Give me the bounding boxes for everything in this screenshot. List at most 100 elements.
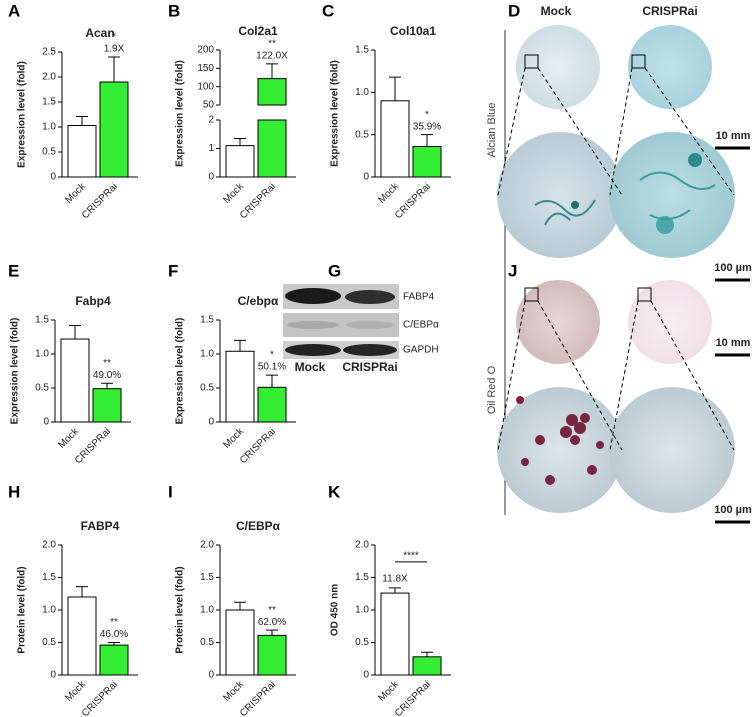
- fold-label: 122.0X: [256, 51, 288, 62]
- y-axis-label: Protein level (fold): [175, 566, 186, 653]
- y-tick-label: 1.0: [35, 349, 49, 360]
- y-tick-label: 2: [208, 115, 214, 126]
- bar: [99, 81, 129, 178]
- y-tick-label: 0.5: [355, 129, 369, 140]
- error-bar: [389, 76, 401, 101]
- y-axis-label: OD 450 nm: [330, 584, 341, 636]
- band: [345, 290, 395, 304]
- chart-title: C/EBPα: [236, 519, 281, 533]
- y-tick-label: 200: [197, 45, 214, 56]
- zoom-line: [497, 67, 735, 196]
- y-tick-label: 2.0: [355, 540, 369, 551]
- bar: [225, 145, 255, 178]
- blot-label: FABP4: [403, 292, 435, 303]
- error-bar: [266, 629, 278, 636]
- fold-label: 11.8X: [382, 574, 408, 585]
- y-tick-label: 100: [197, 81, 214, 92]
- x-tick-label: Mock: [56, 426, 81, 451]
- error-bar: [69, 324, 81, 340]
- y-tick-label: 0: [43, 417, 49, 428]
- letters: A B C D E F G J H I K: [8, 1, 520, 501]
- dish-image: [516, 280, 600, 364]
- bar: [412, 656, 442, 676]
- column-label: Mock: [541, 4, 572, 18]
- y-tick-label: 1: [208, 143, 214, 154]
- scale-label: 100 µm: [714, 262, 752, 274]
- y-tick-label: 0.5: [200, 383, 214, 394]
- lane-label: CRISPRai: [342, 360, 397, 374]
- band: [285, 344, 341, 356]
- micro-image: [497, 387, 623, 513]
- error-bar: [234, 138, 246, 146]
- significance: *: [270, 350, 274, 361]
- bar-chart: FABP4 Protein level (fold) 0 0.5 1.0 1.5 2.0 Mo…: [17, 519, 138, 717]
- lane-label: Mock: [295, 360, 326, 374]
- y-tick-label: 1.0: [42, 122, 56, 133]
- x-tick-label: Mock: [63, 679, 88, 704]
- dish-image: [628, 25, 712, 109]
- scale-label: 100 µm: [714, 504, 752, 516]
- y-axis-label: Expression level (fold): [175, 318, 186, 425]
- y-tick-label: 0: [363, 670, 369, 681]
- y-tick-label: 2.0: [42, 72, 56, 83]
- stain-detail: [571, 201, 579, 209]
- panel-letter: H: [8, 482, 20, 501]
- bar: [225, 609, 255, 676]
- y-tick-label: 0: [208, 670, 214, 681]
- panel-letter: J: [508, 261, 517, 280]
- y-tick-label: 0: [50, 172, 56, 183]
- y-tick-label: 2.0: [42, 540, 56, 551]
- fold-label: 50.1%: [258, 362, 286, 373]
- band: [346, 321, 394, 329]
- blot-label: GAPDH: [403, 345, 439, 356]
- error-bar: [108, 642, 120, 646]
- bar: [412, 146, 442, 178]
- x-tick-label: Mock: [221, 426, 246, 451]
- y-tick-label: 2.0: [200, 540, 214, 551]
- x-tick-label: CRISPRai: [393, 679, 433, 717]
- chart-title: Acan: [85, 26, 114, 40]
- dish-image: [516, 25, 600, 109]
- bar: [67, 125, 97, 178]
- column-label: CRISPRai: [642, 4, 697, 18]
- panel-letter: E: [8, 261, 19, 280]
- y-tick-label: 0.5: [42, 147, 56, 158]
- bar: [257, 78, 287, 106]
- significance: **: [110, 617, 118, 628]
- zoom-box: [524, 54, 539, 69]
- y-tick-label: 1.5: [35, 315, 49, 326]
- x-tick-label: CRISPRai: [238, 679, 278, 717]
- scale-label: 10 mm: [716, 130, 751, 142]
- western-blot: FABP4 C/EBPα GAPDH Mock CRISPRai: [283, 284, 439, 374]
- y-tick-label: 150: [197, 63, 214, 74]
- bar: [92, 388, 122, 423]
- micro-image: [609, 132, 735, 258]
- panel-letter: B: [168, 1, 180, 20]
- y-tick-label: 1.5: [200, 572, 214, 583]
- significance: **: [103, 358, 111, 369]
- x-tick-label: Mock: [376, 181, 401, 206]
- chart-title: Col2a1: [238, 24, 278, 38]
- band: [343, 344, 397, 356]
- y-tick-label: 0: [50, 670, 56, 681]
- y-tick-label: 1.0: [200, 349, 214, 360]
- error-bar: [266, 63, 278, 79]
- error-bar: [266, 374, 278, 388]
- y-tick-label: 1.5: [355, 45, 369, 56]
- fold-label: 62.0%: [258, 617, 286, 628]
- bar-lower-segment: [257, 119, 287, 178]
- bar-chart: Fabp4 Expression level (fold) 0 0.5 1.0 1.5 Mo…: [10, 294, 131, 466]
- panel-letter: K: [328, 482, 341, 501]
- y-tick-label: 0.5: [42, 637, 56, 648]
- error-bar: [389, 587, 401, 594]
- y-axis-label: Protein level (fold): [17, 566, 28, 653]
- blot-label: C/EBPα: [403, 320, 439, 331]
- stain-detail: [534, 199, 596, 226]
- y-tick-label: 1.0: [200, 605, 214, 616]
- panel-letter: G: [328, 261, 341, 280]
- x-tick-label: Mock: [221, 181, 246, 206]
- fold-label: 1.9X: [104, 44, 125, 55]
- stain-detail: [656, 216, 674, 234]
- error-bar: [234, 339, 246, 352]
- stain-label: Oil Red O: [486, 365, 498, 414]
